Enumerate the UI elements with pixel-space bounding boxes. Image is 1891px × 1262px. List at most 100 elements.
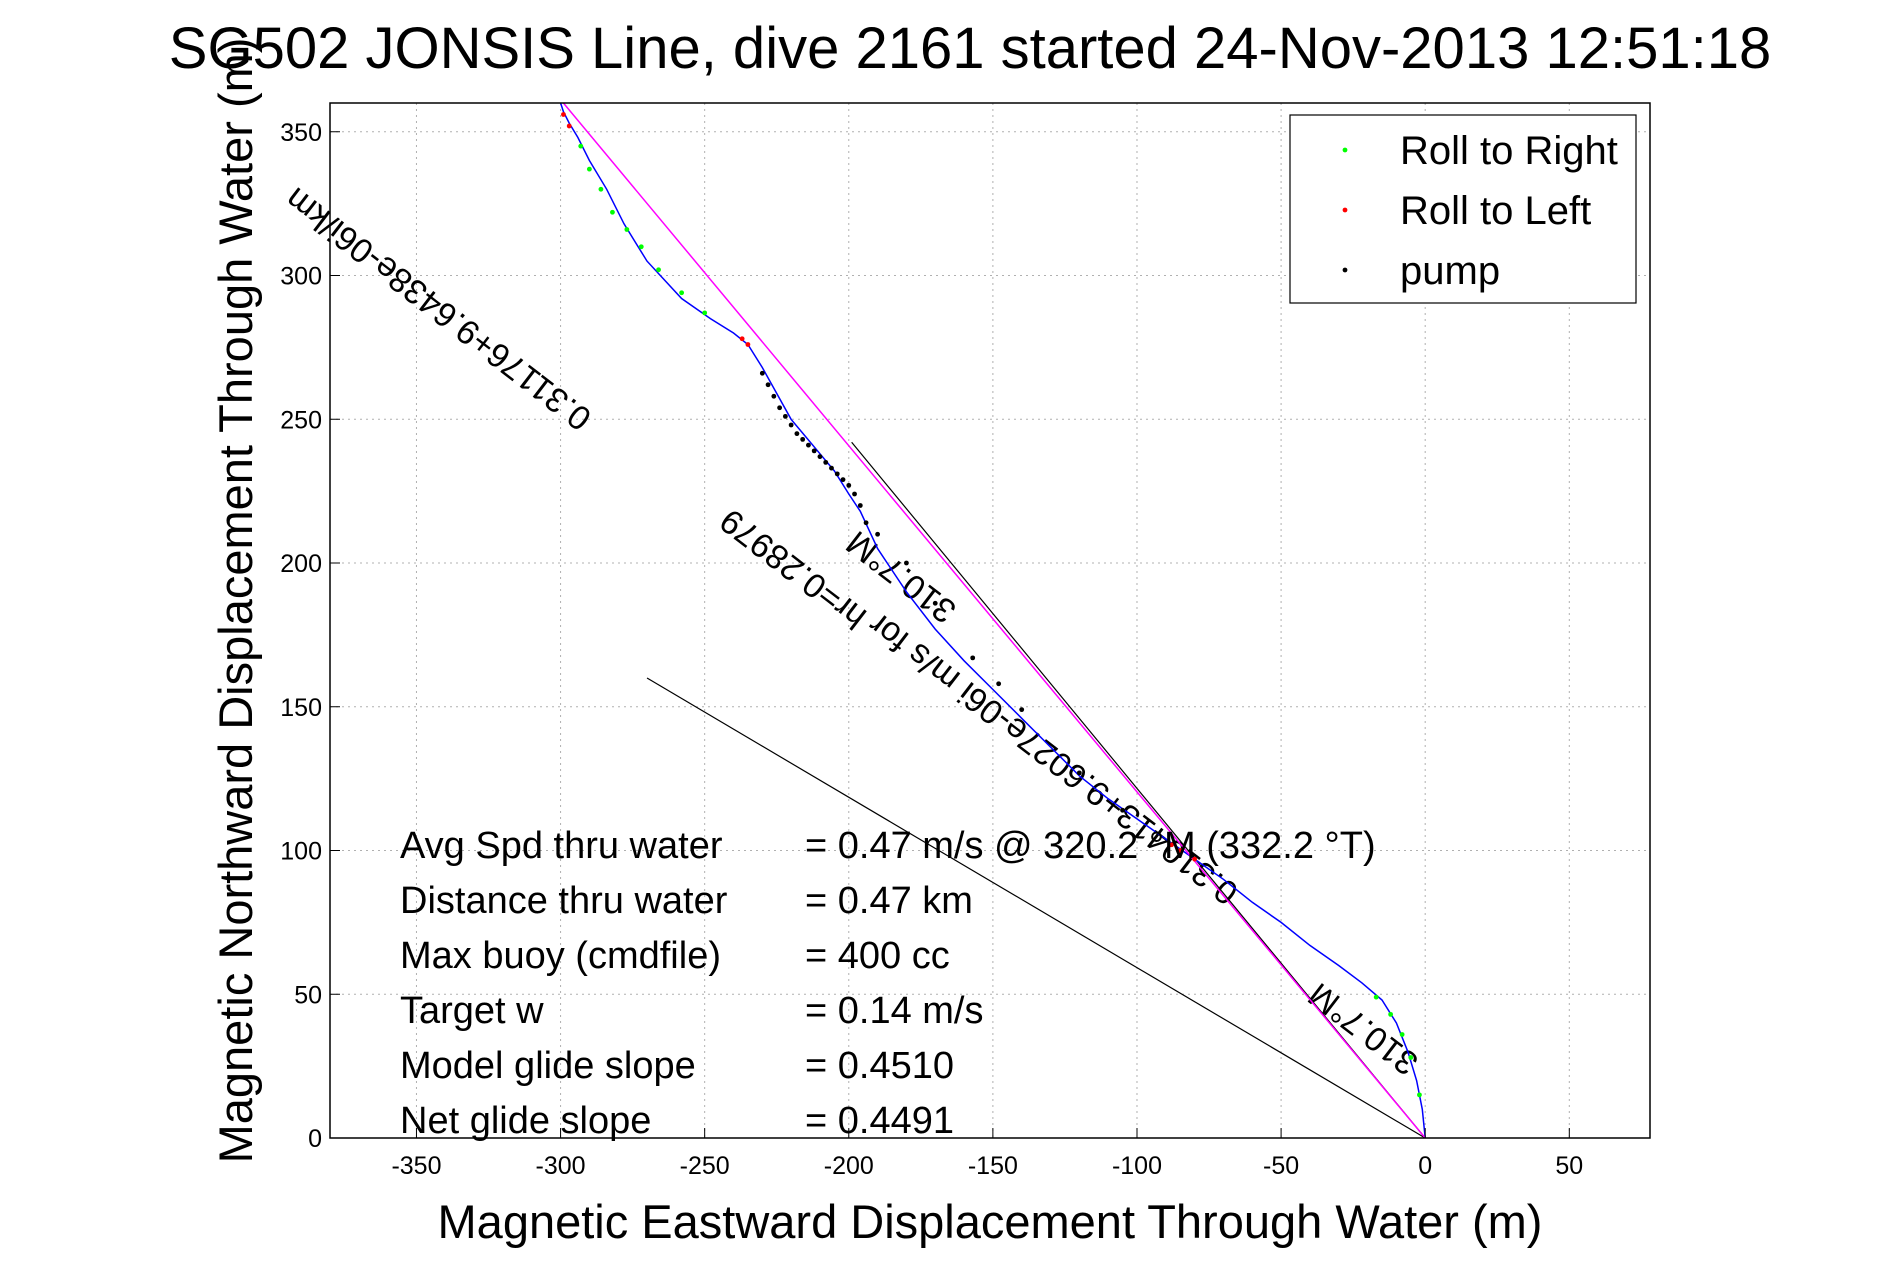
- x-tick-label: -100: [1112, 1152, 1162, 1180]
- data-point: [1388, 1011, 1394, 1017]
- series-line: [559, 102, 1426, 1139]
- data-point: [811, 448, 817, 454]
- y-axis-label: Magnetic Northward Displacement Through …: [209, 38, 262, 1164]
- stat-label: Model glide slope: [400, 1045, 696, 1087]
- data-point: [1177, 848, 1183, 853]
- data-point: [970, 655, 976, 661]
- data-point: [561, 112, 566, 117]
- data-point: [656, 267, 661, 273]
- series-line: [562, 102, 1426, 1139]
- stat-value: = 0.47 m/s @ 320.2 °M (332.2 °T): [805, 825, 1376, 867]
- legend-marker: [1342, 267, 1348, 273]
- data-point: [777, 405, 783, 411]
- y-tick-label: 200: [280, 550, 322, 578]
- x-tick-label: -350: [391, 1152, 441, 1180]
- data-point: [624, 227, 630, 232]
- data-point: [817, 454, 823, 460]
- data-point: [863, 520, 869, 526]
- data-point: [857, 503, 863, 508]
- data-point: [1373, 994, 1379, 1000]
- stat-value: = 0.47 km: [805, 880, 973, 922]
- data-point: [638, 244, 644, 250]
- y-tick-label: 0: [308, 1125, 322, 1153]
- y-tick-label: 150: [280, 694, 322, 722]
- data-point: [1076, 770, 1082, 776]
- rotated-label: hr=0.28979: [713, 501, 873, 636]
- data-point: [1417, 1092, 1422, 1098]
- legend-marker: [1342, 147, 1348, 153]
- data-point: [932, 600, 938, 606]
- stat-label: Distance thru water: [400, 880, 728, 922]
- x-tick-label: 0: [1418, 1152, 1432, 1180]
- plot-frame: [329, 102, 1651, 1139]
- data-point: [1408, 1055, 1414, 1060]
- series-points: [561, 112, 1422, 1098]
- data-point: [852, 491, 857, 497]
- data-point: [823, 459, 829, 465]
- data-point: [739, 336, 745, 342]
- y-tick-label: 250: [280, 406, 322, 434]
- data-point: [610, 209, 615, 215]
- data-point: [771, 393, 777, 399]
- data-point: [846, 482, 852, 488]
- data-point: [800, 436, 806, 442]
- legend-box: [1289, 114, 1637, 304]
- data-point: [834, 471, 840, 477]
- legend-label: Roll to Left: [1400, 189, 1591, 233]
- x-tick-label: -50: [1263, 1152, 1299, 1180]
- data-point: [745, 342, 751, 347]
- legend-label: pump: [1400, 249, 1500, 293]
- x-tick-label: -150: [968, 1152, 1018, 1180]
- stat-label: Target w: [400, 990, 544, 1032]
- x-tick-label: -250: [680, 1152, 730, 1180]
- data-point: [782, 413, 788, 419]
- data-point: [794, 431, 800, 437]
- x-axis-label: Magnetic Eastward Displacement Through W…: [438, 1195, 1543, 1248]
- y-tick-label: 350: [280, 119, 322, 147]
- x-tick-label: -300: [536, 1152, 586, 1180]
- stat-value: = 0.4491: [805, 1100, 954, 1142]
- data-point: [679, 290, 685, 296]
- rotated-label: 0.31176+9.6438e-06i/km: [278, 180, 598, 438]
- rotated-label: 310.7°M: [1301, 975, 1425, 1082]
- x-tick-labels: -350 -300 -250 -200 -150 -100 -50 0 50: [391, 1128, 1583, 1180]
- x-tick-label: -200: [824, 1152, 874, 1180]
- stat-label: Avg Spd thru water: [400, 825, 723, 867]
- data-point: [788, 422, 794, 428]
- data-point: [840, 477, 846, 483]
- data-point: [566, 123, 572, 129]
- data-point: [1399, 1032, 1405, 1037]
- data-point: [702, 310, 708, 316]
- data-point: [1019, 707, 1025, 713]
- y-tick-label: 50: [294, 981, 322, 1009]
- y-tick-label: 100: [280, 838, 322, 866]
- data-point: [875, 531, 880, 537]
- stats-block: Avg Spd thru water = 0.47 m/s @ 320.2 °M …: [400, 825, 1376, 1142]
- chart-title: SG502 JONSIS Line, dive 2161 started 24-…: [169, 16, 1771, 81]
- legend-label: Roll to Right: [1400, 129, 1618, 173]
- y-tick-label: 300: [280, 263, 322, 291]
- stat-value: = 0.14 m/s: [805, 990, 983, 1032]
- data-point: [996, 681, 1002, 687]
- data-point: [578, 143, 584, 149]
- stat-label: Net glide slope: [400, 1100, 651, 1142]
- data-point: [806, 442, 811, 448]
- data-point: [904, 560, 909, 566]
- data-point: [598, 186, 604, 192]
- stat-label: Max buoy (cmdfile): [400, 935, 721, 977]
- data-point: [1192, 856, 1198, 862]
- series-lines: [559, 102, 1426, 1139]
- data-point: [829, 465, 834, 471]
- legend: Roll to Right Roll to Left pump: [1289, 114, 1637, 304]
- data-point: [759, 370, 765, 376]
- legend-marker: [1342, 207, 1348, 213]
- stat-value: = 0.4510: [805, 1045, 954, 1087]
- reference-line: [646, 677, 1426, 1139]
- data-point: [765, 382, 771, 388]
- x-tick-label: 50: [1555, 1152, 1583, 1180]
- data-point: [1120, 807, 1125, 813]
- data-point: [586, 166, 592, 172]
- data-point: [1169, 842, 1174, 848]
- stat-value: = 400 cc: [805, 935, 950, 977]
